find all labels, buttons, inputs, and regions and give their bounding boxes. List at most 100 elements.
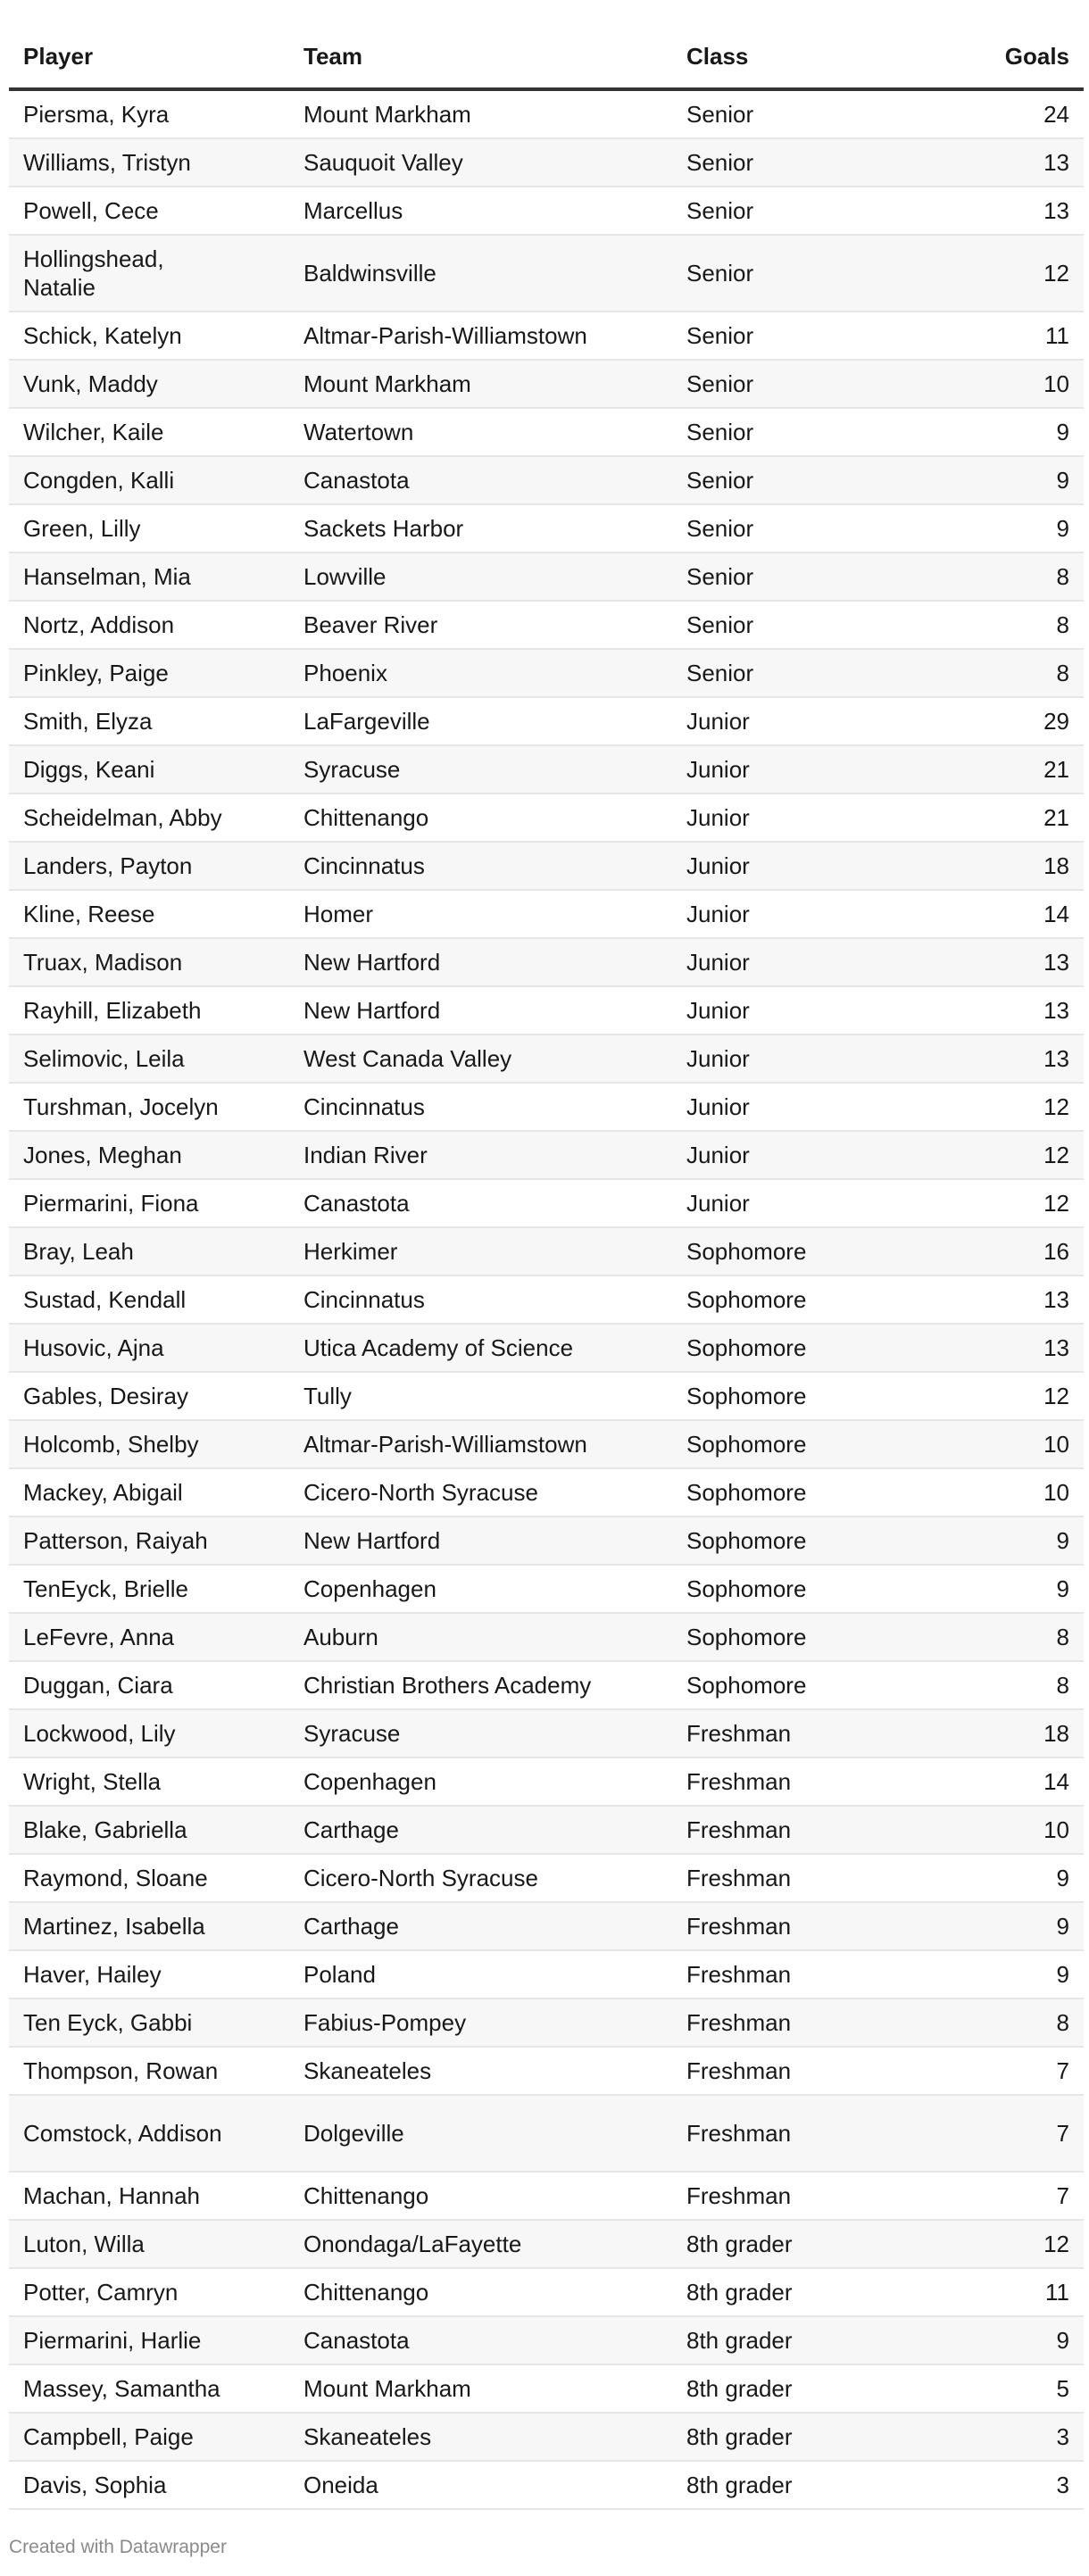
cell-player: LeFevre, Anna — [9, 1613, 289, 1662]
cell-team: New Hartford — [289, 938, 672, 987]
cell-player: Davis, Sophia — [9, 2461, 289, 2510]
cell-class: Freshman — [672, 1998, 940, 2048]
table-row: Jones, Meghan Indian River Junior 12 — [9, 1131, 1084, 1180]
table-row: Diggs, Keani Syracuse Junior 21 — [9, 745, 1084, 794]
cell-team: Carthage — [289, 1806, 672, 1855]
cell-team: Canastota — [289, 2316, 672, 2365]
table-row: Green, Lilly Sackets Harbor Senior 9 — [9, 504, 1084, 553]
cell-player: Schick, Katelyn — [9, 312, 289, 361]
table-row: Rayhill, Elizabeth New Hartford Junior 13 — [9, 986, 1084, 1035]
cell-goals: 3 — [940, 2413, 1084, 2462]
table-row: Lockwood, Lily Syracuse Freshman 18 — [9, 1709, 1084, 1758]
cell-class: Junior — [672, 986, 940, 1035]
table-row: Holcomb, Shelby Altmar-Parish-Williamstow… — [9, 1420, 1084, 1469]
cell-team: Canastota — [289, 456, 672, 505]
cell-goals: 9 — [940, 2316, 1084, 2365]
cell-goals: 18 — [940, 842, 1084, 891]
cell-class: Senior — [672, 408, 940, 457]
table-row: Raymond, Sloane Cicero-North Syracuse Fres… — [9, 1854, 1084, 1903]
cell-team: Cincinnatus — [289, 1276, 672, 1325]
cell-team: New Hartford — [289, 986, 672, 1035]
cell-goals: 12 — [940, 1179, 1084, 1228]
cell-class: Sophomore — [672, 1468, 940, 1517]
cell-goals: 8 — [940, 1661, 1084, 1710]
cell-goals: 13 — [940, 1324, 1084, 1373]
cell-goals: 9 — [940, 1517, 1084, 1566]
cell-player: Williams, Tristyn — [9, 138, 289, 187]
cell-class: Senior — [672, 456, 940, 505]
cell-team: Marcellus — [289, 187, 672, 236]
cell-goals: 11 — [940, 312, 1084, 361]
cell-player: Holcomb, Shelby — [9, 1420, 289, 1469]
cell-team: Fabius-Pompey — [289, 1998, 672, 2048]
cell-goals: 8 — [940, 553, 1084, 602]
cell-team: Homer — [289, 890, 672, 939]
cell-player: Nortz, Addison — [9, 601, 289, 650]
cell-player: Mackey, Abigail — [9, 1468, 289, 1517]
cell-goals: 13 — [940, 938, 1084, 987]
cell-goals: 13 — [940, 986, 1084, 1035]
header-class[interactable]: Class — [672, 25, 940, 91]
header-goals[interactable]: Goals — [940, 25, 1084, 91]
cell-team: Baldwinsville — [289, 235, 672, 312]
cell-class: Senior — [672, 649, 940, 698]
cell-team: Lowville — [289, 553, 672, 602]
table-row: Truax, Madison New Hartford Junior 13 — [9, 938, 1084, 987]
cell-player: Raymond, Sloane — [9, 1854, 289, 1903]
cell-class: Freshman — [672, 1757, 940, 1807]
player-name: Hollingshead, Natalie — [23, 245, 164, 301]
cell-class: Freshman — [672, 2047, 940, 2096]
table-row: Luton, Willa Onondaga/LaFayette 8th grader… — [9, 2220, 1084, 2269]
table-row: Campbell, Paige Skaneateles 8th grader 3 — [9, 2413, 1084, 2462]
cell-team: Syracuse — [289, 745, 672, 794]
cell-player: Bray, Leah — [9, 1227, 289, 1276]
cell-class: Freshman — [672, 1854, 940, 1903]
cell-team: Sauquoit Valley — [289, 138, 672, 187]
cell-player: Gables, Desiray — [9, 1372, 289, 1421]
cell-class: Junior — [672, 794, 940, 843]
cell-class: Freshman — [672, 1950, 940, 1999]
cell-player: Selimovic, Leila — [9, 1035, 289, 1084]
cell-team: New Hartford — [289, 1517, 672, 1566]
goals-table: Player Team Class Goals Piersma, Kyra Mou… — [9, 25, 1084, 2510]
cell-goals: 5 — [940, 2364, 1084, 2414]
cell-class: Senior — [672, 312, 940, 361]
cell-player: Smith, Elyza — [9, 697, 289, 746]
table-row: Bray, Leah Herkimer Sophomore 16 — [9, 1227, 1084, 1276]
cell-goals: 14 — [940, 1757, 1084, 1807]
cell-player: Luton, Willa — [9, 2220, 289, 2269]
cell-goals: 11 — [940, 2268, 1084, 2317]
cell-class: Sophomore — [672, 1324, 940, 1373]
cell-player: Patterson, Raiyah — [9, 1517, 289, 1566]
cell-goals: 10 — [940, 1420, 1084, 1469]
cell-player: Ten Eyck, Gabbi — [9, 1998, 289, 2048]
cell-goals: 16 — [940, 1227, 1084, 1276]
cell-goals: 9 — [940, 1902, 1084, 1951]
cell-class: Junior — [672, 1035, 940, 1084]
header-team[interactable]: Team — [289, 25, 672, 91]
cell-team: Cicero-North Syracuse — [289, 1854, 672, 1903]
cell-goals: 21 — [940, 745, 1084, 794]
cell-team: Carthage — [289, 1902, 672, 1951]
cell-goals: 8 — [940, 1998, 1084, 2048]
cell-team: Auburn — [289, 1613, 672, 1662]
datawrapper-credit[interactable]: Created with Datawrapper — [9, 2537, 227, 2557]
table-row: Smith, Elyza LaFargeville Junior 29 — [9, 697, 1084, 746]
table-row: Piermarini, Fiona Canastota Junior 12 — [9, 1179, 1084, 1228]
cell-goals: 12 — [940, 2220, 1084, 2269]
cell-class: Sophomore — [672, 1517, 940, 1566]
header-player[interactable]: Player — [9, 25, 289, 91]
cell-class: Freshman — [672, 1806, 940, 1855]
cell-team: Chittenango — [289, 794, 672, 843]
cell-goals: 24 — [940, 89, 1084, 139]
table-row: Selimovic, Leila West Canada Valley Junior… — [9, 1035, 1084, 1084]
cell-class: Junior — [672, 697, 940, 746]
cell-class: Senior — [672, 553, 940, 602]
cell-player: Lockwood, Lily — [9, 1709, 289, 1758]
cell-player: Martinez, Isabella — [9, 1902, 289, 1951]
cell-class: Junior — [672, 938, 940, 987]
cell-team: Chittenango — [289, 2172, 672, 2221]
cell-player: Blake, Gabriella — [9, 1806, 289, 1855]
cell-player: Scheidelman, Abby — [9, 794, 289, 843]
cell-goals: 10 — [940, 360, 1084, 409]
